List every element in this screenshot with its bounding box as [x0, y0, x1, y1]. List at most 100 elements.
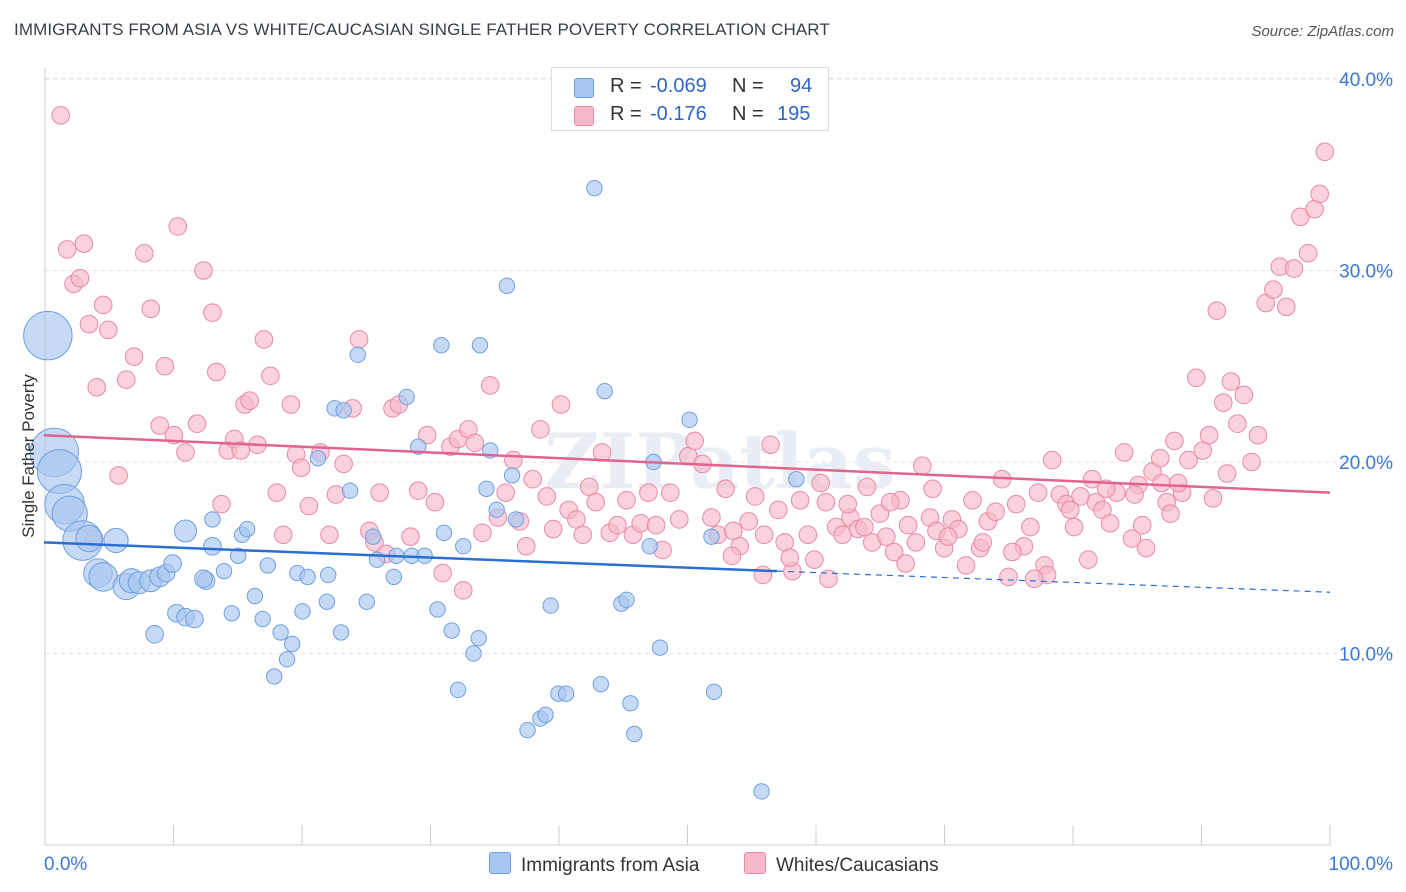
- white-point: [1096, 479, 1116, 499]
- white-point: [401, 527, 420, 546]
- legend-row-asia: R = -0.069 N = 94: [552, 74, 828, 102]
- asia-point: [365, 528, 382, 545]
- white-point: [1078, 550, 1098, 569]
- asia-point: [753, 783, 770, 800]
- asia-point: [641, 538, 658, 555]
- white-point: [877, 527, 896, 546]
- white-point: [320, 525, 339, 545]
- asia-point: [703, 528, 720, 545]
- asia-point: [349, 346, 366, 363]
- white-point: [203, 303, 222, 322]
- white-point: [1042, 450, 1062, 470]
- white-point: [1150, 448, 1170, 468]
- asia-point: [163, 554, 182, 573]
- white-point: [273, 525, 293, 545]
- white-point: [739, 512, 759, 531]
- white-point: [1021, 517, 1040, 537]
- white-point: [1165, 431, 1184, 451]
- legend-swatch-asia: [574, 78, 594, 98]
- asia-point: [503, 467, 521, 484]
- white-point: [408, 481, 428, 501]
- white-point: [1213, 393, 1233, 412]
- white-trend-line: [43, 433, 1331, 494]
- legend-n-label: N =: [732, 75, 764, 97]
- white-point: [1186, 368, 1206, 388]
- asia-point: [229, 547, 247, 565]
- white-point: [141, 299, 161, 319]
- white-point: [240, 391, 260, 411]
- white-point: [1024, 569, 1044, 589]
- asia-point: [173, 519, 197, 543]
- bottom-legend-swatch-asia: [489, 852, 511, 874]
- asia-point: [478, 480, 495, 498]
- white-point: [938, 527, 958, 546]
- white-point: [1006, 494, 1026, 514]
- white-point: [1060, 500, 1080, 520]
- white-point: [231, 441, 251, 460]
- legend-row-white: R = -0.176 N = 195: [552, 102, 828, 130]
- white-point: [1168, 473, 1188, 493]
- white-point: [109, 466, 128, 485]
- white-point: [805, 550, 824, 569]
- white-point: [999, 567, 1018, 587]
- asia-point: [103, 527, 129, 554]
- white-point: [956, 556, 976, 575]
- asia-point: [429, 601, 446, 618]
- white-point: [1207, 301, 1227, 321]
- white-point: [261, 366, 280, 386]
- white-point: [496, 483, 515, 502]
- white-point: [349, 330, 369, 349]
- white-point: [702, 508, 721, 527]
- white-point: [465, 433, 485, 453]
- white-point: [504, 450, 523, 470]
- asia-point: [309, 449, 327, 467]
- white-point: [880, 492, 900, 512]
- asia-point: [455, 538, 472, 555]
- white-point: [473, 523, 492, 543]
- white-point: [973, 533, 993, 552]
- white-point: [299, 496, 319, 516]
- white-point: [811, 473, 831, 493]
- white-point: [281, 395, 301, 414]
- bottom-legend-label-asia: Immigrants from Asia: [521, 855, 700, 876]
- white-point: [1122, 529, 1142, 548]
- white-point: [326, 485, 346, 504]
- asia-point: [488, 501, 505, 519]
- asia-point: [23, 310, 73, 361]
- white-point: [884, 542, 904, 562]
- white-point: [1125, 485, 1144, 504]
- white-point: [646, 515, 666, 535]
- white-point: [531, 420, 550, 439]
- white-point: [753, 565, 773, 585]
- asia-point: [592, 675, 610, 693]
- white-point: [1179, 450, 1198, 470]
- y-tick-label: 40.0%: [1339, 70, 1393, 91]
- asia-point: [204, 511, 221, 528]
- legend-n-value: 94: [790, 75, 813, 97]
- asia-point: [238, 520, 256, 538]
- y-tick-label: 30.0%: [1339, 262, 1393, 283]
- white-point: [70, 268, 90, 288]
- white-point: [79, 314, 99, 334]
- white-point: [1199, 425, 1219, 445]
- white-point: [87, 378, 107, 397]
- asia-point: [705, 683, 723, 700]
- white-point: [1242, 452, 1261, 472]
- asia-point: [259, 557, 276, 574]
- white-point: [433, 563, 452, 583]
- white-point: [573, 525, 593, 545]
- white-point: [254, 330, 274, 349]
- chart-title: IMMIGRANTS FROM ASIA VS WHITE/CAUCASIAN …: [14, 20, 830, 39]
- white-point: [1248, 425, 1268, 445]
- white-point: [1228, 414, 1247, 434]
- asia-point: [265, 668, 283, 685]
- y-tick-label: 20.0%: [1339, 453, 1393, 474]
- white-point: [1152, 473, 1171, 493]
- asia-point: [75, 524, 103, 553]
- white-point: [135, 243, 154, 263]
- white-point: [267, 483, 287, 502]
- bottom-legend-swatch-white: [744, 852, 766, 874]
- asia-point: [626, 725, 643, 743]
- white-point: [819, 569, 838, 589]
- asia-point: [398, 388, 415, 406]
